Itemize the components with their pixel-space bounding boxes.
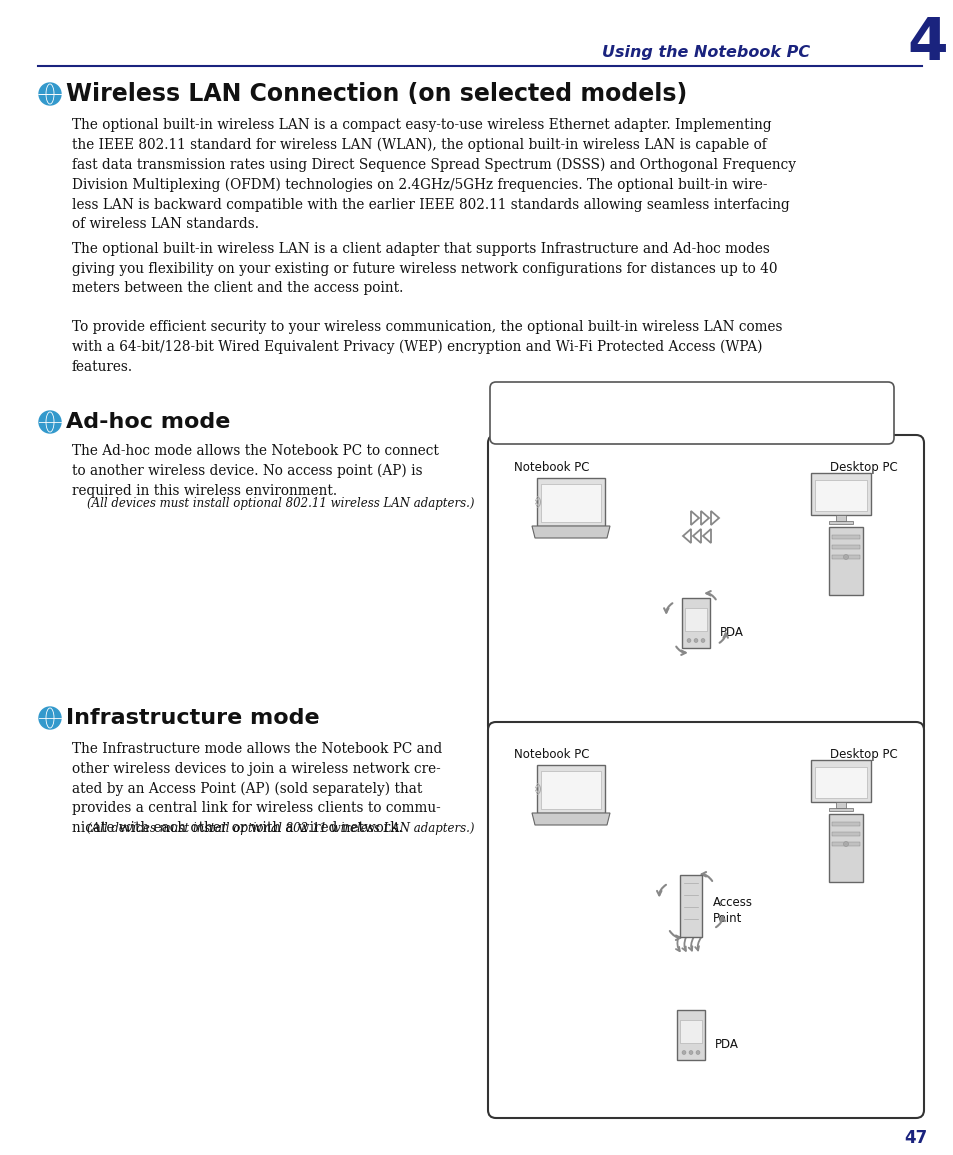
Bar — [831, 545, 859, 549]
Bar — [540, 484, 600, 522]
Bar — [828, 521, 852, 524]
Circle shape — [39, 707, 61, 729]
Bar — [679, 1020, 701, 1043]
FancyBboxPatch shape — [488, 722, 923, 1118]
Text: Ad-hoc mode: Ad-hoc mode — [66, 412, 230, 432]
Circle shape — [842, 842, 847, 847]
Circle shape — [39, 411, 61, 433]
Text: Notebook PC: Notebook PC — [514, 461, 589, 474]
Bar — [684, 608, 706, 631]
Text: 4: 4 — [906, 15, 947, 73]
Bar — [814, 480, 866, 511]
Bar — [540, 772, 600, 808]
Circle shape — [688, 1051, 692, 1055]
Text: connected to a Wireless Network.: connected to a Wireless Network. — [591, 413, 792, 426]
Circle shape — [696, 1051, 700, 1055]
Text: Wireless LAN Connection (on selected models): Wireless LAN Connection (on selected mod… — [66, 82, 686, 106]
Text: (All devices must install optional 802.11 wireless LAN adapters.): (All devices must install optional 802.1… — [71, 497, 474, 511]
Bar — [828, 527, 862, 595]
Bar — [814, 767, 866, 798]
Text: The Ad-hoc mode allows the Notebook PC to connect
to another wireless device. No: The Ad-hoc mode allows the Notebook PC t… — [71, 444, 438, 498]
Bar — [831, 556, 859, 559]
Bar — [835, 802, 845, 808]
Bar — [831, 842, 859, 845]
FancyBboxPatch shape — [490, 382, 893, 444]
Bar — [679, 875, 701, 937]
Circle shape — [700, 639, 704, 642]
Text: Access
Point: Access Point — [712, 895, 752, 924]
Bar — [831, 535, 859, 539]
Bar — [835, 515, 845, 521]
Polygon shape — [532, 526, 609, 538]
Text: Desktop PC: Desktop PC — [829, 461, 897, 474]
Text: PDA: PDA — [720, 626, 743, 640]
Text: These are examples of the Notebook PC: These are examples of the Notebook PC — [572, 400, 811, 413]
Circle shape — [39, 83, 61, 105]
Circle shape — [842, 554, 847, 559]
Text: PDA: PDA — [714, 1038, 739, 1051]
Text: Desktop PC: Desktop PC — [829, 748, 897, 761]
Bar — [537, 765, 604, 813]
Circle shape — [681, 1051, 685, 1055]
Bar — [831, 832, 859, 836]
Text: The optional built-in wireless LAN is a compact easy-to-use wireless Ethernet ad: The optional built-in wireless LAN is a … — [71, 118, 795, 231]
Polygon shape — [532, 813, 609, 825]
Text: Infrastructure mode: Infrastructure mode — [66, 708, 319, 728]
Bar — [828, 808, 852, 811]
Text: The optional built-in wireless LAN is a client adapter that supports Infrastruct: The optional built-in wireless LAN is a … — [71, 243, 777, 295]
Bar — [677, 1009, 704, 1060]
Bar — [537, 478, 604, 526]
Circle shape — [693, 639, 698, 642]
Bar — [810, 474, 870, 515]
Text: The Infrastructure mode allows the Notebook PC and
other wireless devices to joi: The Infrastructure mode allows the Noteb… — [71, 742, 442, 835]
Text: (All devices must install optional 802.11 wireless LAN adapters.): (All devices must install optional 802.1… — [71, 822, 474, 835]
Bar — [810, 760, 870, 802]
Bar — [681, 598, 709, 648]
Bar — [831, 822, 859, 826]
Text: Using the Notebook PC: Using the Notebook PC — [601, 45, 809, 60]
Circle shape — [686, 639, 690, 642]
Text: Notebook PC: Notebook PC — [514, 748, 589, 761]
Text: To provide efficient security to your wireless communication, the optional built: To provide efficient security to your wi… — [71, 320, 781, 373]
Text: 47: 47 — [903, 1128, 926, 1147]
FancyBboxPatch shape — [488, 435, 923, 733]
Bar — [828, 814, 862, 882]
